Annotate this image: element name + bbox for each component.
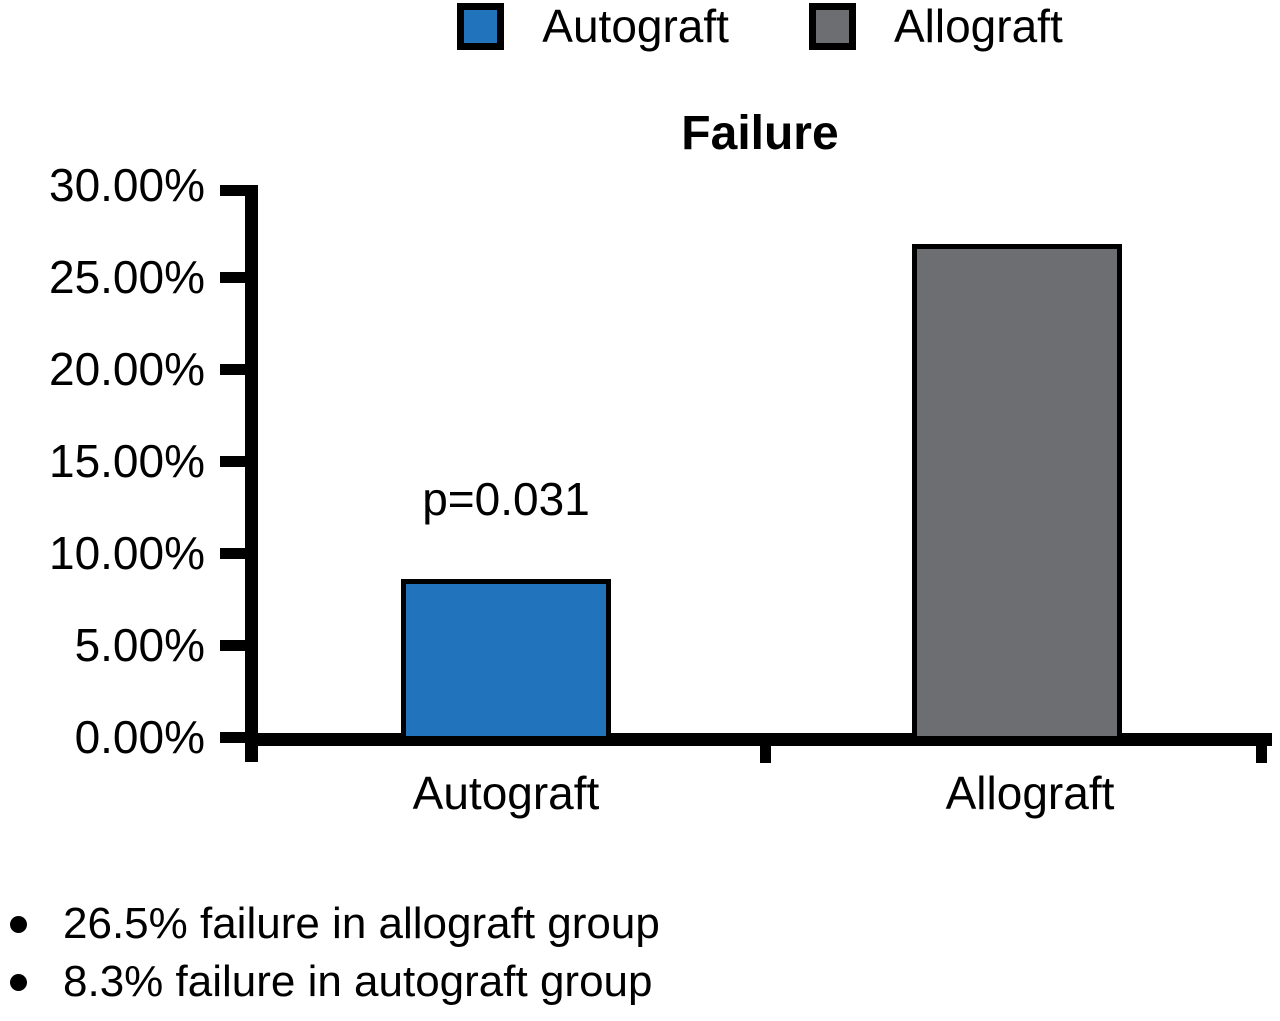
chart-legend: Autograft Allograft	[250, 0, 1270, 52]
x-axis-tick	[760, 733, 771, 763]
y-axis-tick	[220, 456, 246, 467]
y-axis-tick	[220, 364, 246, 375]
legend-swatch-autograft-icon	[457, 2, 505, 50]
legend-label: Allograft	[893, 0, 1063, 52]
y-axis-tick	[220, 272, 246, 283]
bullet-icon	[10, 916, 27, 933]
y-axis-tick-label: 30.00%	[48, 159, 205, 211]
x-axis-category-label: Allograft	[945, 767, 1115, 819]
y-axis-tick-label: 5.00%	[74, 619, 205, 671]
y-axis-tick-label: 20.00%	[48, 343, 205, 395]
bullet-item: 26.5% failure in allograft group	[8, 896, 1272, 952]
legend-item-autograft: Autograft	[457, 0, 729, 52]
summary-notes: 26.5% failure in allograft group 8.3% fai…	[8, 896, 1272, 1010]
legend-item-allograft: Allograft	[808, 0, 1063, 52]
y-axis-tick-label: 10.00%	[48, 527, 205, 579]
y-axis-tick	[220, 548, 246, 559]
p-value-annotation: p=0.031	[422, 473, 590, 525]
legend-label: Autograft	[542, 0, 729, 52]
bullet-item: 8.3% failure in autograft group	[8, 954, 1272, 1010]
x-axis-category-label: Autograft	[412, 767, 600, 819]
bullet-icon	[10, 974, 27, 991]
y-axis-tick	[220, 185, 246, 196]
bar-allograft	[912, 244, 1122, 741]
y-axis-tick-label: 15.00%	[48, 435, 205, 487]
y-axis-line	[245, 185, 258, 762]
y-axis-tick-label: 0.00%	[74, 711, 205, 763]
bar-autograft	[401, 579, 611, 741]
x-axis-tick	[1256, 733, 1267, 763]
y-axis-tick	[220, 640, 246, 651]
bullet-text: 8.3% failure in autograft group	[63, 957, 653, 1006]
y-axis-tick	[220, 732, 246, 743]
legend-swatch-allograft-icon	[808, 2, 856, 50]
chart-title: Failure	[681, 107, 839, 160]
y-axis-tick-label: 25.00%	[48, 251, 205, 303]
bullet-text: 26.5% failure in allograft group	[63, 899, 660, 948]
